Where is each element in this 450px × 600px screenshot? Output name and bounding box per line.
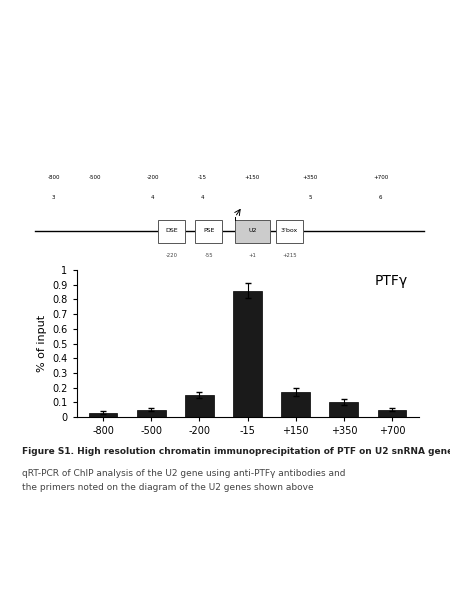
Bar xyxy=(137,410,166,417)
Text: -800: -800 xyxy=(47,175,60,180)
Text: Figure S1. High resolution chromatin immunoprecipitation of PTF on U2 snRNA gene: Figure S1. High resolution chromatin imm… xyxy=(22,447,450,456)
Bar xyxy=(185,395,214,417)
Text: -55: -55 xyxy=(204,253,213,258)
Bar xyxy=(195,220,222,243)
Bar xyxy=(158,220,185,243)
Text: -500: -500 xyxy=(89,175,101,180)
Text: +150: +150 xyxy=(245,175,260,180)
Bar xyxy=(281,392,310,417)
Bar xyxy=(276,220,303,243)
Text: PTFγ: PTFγ xyxy=(375,274,408,289)
Text: 3: 3 xyxy=(52,196,55,200)
Text: -200: -200 xyxy=(147,175,159,180)
Text: +350: +350 xyxy=(302,175,318,180)
Text: +700: +700 xyxy=(373,175,388,180)
Text: 4: 4 xyxy=(151,196,155,200)
Text: -220: -220 xyxy=(166,253,178,258)
Text: the primers noted on the diagram of the U2 genes shown above: the primers noted on the diagram of the … xyxy=(22,483,314,492)
Bar xyxy=(329,402,358,417)
Text: PSE: PSE xyxy=(203,228,215,233)
Y-axis label: % of input: % of input xyxy=(36,315,46,372)
Text: qRT-PCR of ChIP analysis of the U2 gene using anti-PTFγ antibodies and: qRT-PCR of ChIP analysis of the U2 gene … xyxy=(22,469,346,478)
Text: +215: +215 xyxy=(282,253,297,258)
Text: +1: +1 xyxy=(248,253,256,258)
Text: -15: -15 xyxy=(198,175,207,180)
Text: 3'box: 3'box xyxy=(281,228,298,233)
Bar xyxy=(233,290,262,417)
Text: 4: 4 xyxy=(201,196,204,200)
Bar xyxy=(89,413,117,417)
Bar xyxy=(378,410,406,417)
Text: 5: 5 xyxy=(309,196,312,200)
Text: U2: U2 xyxy=(248,228,256,233)
Text: 6: 6 xyxy=(379,196,382,200)
Text: DSE: DSE xyxy=(165,228,178,233)
Bar xyxy=(235,220,270,243)
